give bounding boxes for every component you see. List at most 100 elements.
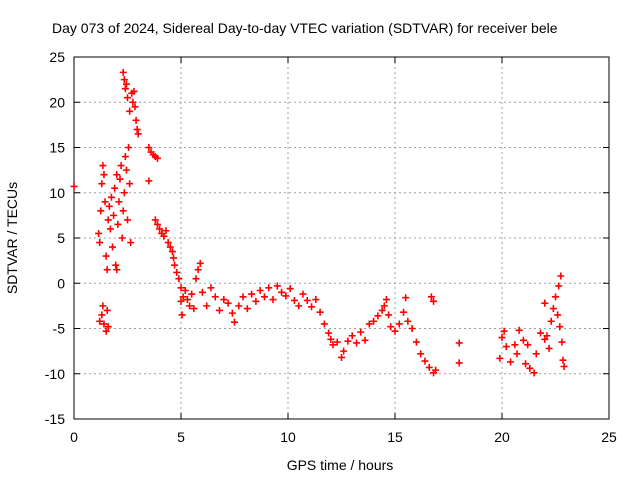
y-tick-label: 20 — [49, 94, 65, 110]
y-axis-title: SDTVAR / TECUs — [4, 182, 20, 294]
data-point — [391, 327, 399, 335]
data-point — [507, 358, 515, 366]
data-point — [515, 326, 523, 334]
data-point — [365, 320, 373, 328]
data-point — [70, 182, 78, 190]
data-point — [552, 293, 559, 301]
data-point — [498, 334, 506, 342]
data-point — [524, 341, 532, 349]
data-point — [95, 229, 103, 237]
data-point — [220, 296, 228, 304]
data-point — [239, 293, 247, 301]
y-tick-label: 10 — [49, 185, 65, 201]
data-point — [145, 144, 153, 151]
data-point — [290, 296, 298, 304]
data-point — [171, 261, 179, 269]
data-point — [194, 266, 202, 274]
data-point — [121, 85, 129, 93]
data-point — [303, 296, 311, 304]
data-point — [117, 162, 125, 170]
data-point — [113, 266, 121, 274]
data-point — [162, 227, 170, 235]
data-point — [131, 103, 139, 111]
data-point — [96, 239, 104, 247]
data-point — [532, 350, 540, 358]
data-point — [173, 268, 181, 276]
data-point — [541, 335, 549, 343]
data-point — [166, 243, 174, 251]
y-tick-label: -5 — [53, 321, 66, 337]
data-point — [513, 350, 521, 358]
data-point — [102, 252, 110, 260]
data-point — [129, 98, 137, 106]
data-points — [70, 68, 568, 377]
data-point — [559, 356, 567, 364]
x-tick-label: 20 — [494, 429, 510, 445]
x-tick-label: 10 — [280, 429, 296, 445]
data-point — [333, 338, 341, 346]
data-point — [107, 193, 115, 201]
data-point — [537, 329, 545, 337]
data-point — [130, 87, 138, 95]
data-point — [425, 363, 433, 371]
data-point — [455, 339, 463, 347]
data-point — [100, 171, 108, 179]
data-point — [530, 369, 538, 377]
data-point — [156, 225, 164, 233]
data-point — [126, 180, 134, 188]
data-point — [543, 332, 551, 340]
data-point — [400, 308, 408, 316]
data-point — [125, 144, 133, 151]
data-point — [404, 317, 412, 325]
data-point — [361, 336, 369, 344]
data-point — [455, 359, 463, 367]
y-tick-label: -10 — [45, 366, 65, 382]
data-point — [299, 290, 307, 298]
data-point — [99, 162, 107, 170]
data-point — [122, 80, 130, 88]
data-point — [164, 239, 172, 247]
data-point — [385, 311, 393, 319]
data-point — [380, 302, 388, 310]
data-point — [151, 216, 159, 224]
data-point — [114, 220, 122, 228]
data-point — [104, 216, 112, 224]
y-tick-label: 0 — [57, 275, 65, 291]
data-point — [102, 327, 110, 335]
data-point — [112, 261, 120, 269]
data-point — [160, 232, 168, 240]
data-point — [329, 341, 337, 349]
data-point — [500, 327, 508, 335]
data-point — [145, 177, 153, 185]
x-tick-label: 15 — [387, 429, 403, 445]
y-tick-label: 5 — [57, 230, 65, 246]
data-point — [101, 198, 109, 206]
data-point — [541, 299, 549, 307]
data-point — [496, 354, 504, 362]
data-point — [196, 259, 204, 267]
data-point — [126, 107, 134, 115]
data-point — [555, 282, 563, 290]
data-point — [320, 320, 328, 328]
data-point — [545, 344, 553, 352]
data-point — [203, 302, 211, 310]
data-point — [198, 288, 206, 296]
data-point — [178, 311, 186, 319]
data-point — [190, 305, 198, 313]
data-point — [122, 166, 130, 174]
data-point — [526, 364, 534, 372]
data-point — [175, 275, 183, 283]
data-point — [183, 296, 191, 304]
data-point — [121, 153, 129, 161]
x-tick-label: 5 — [177, 429, 185, 445]
data-point — [312, 296, 320, 304]
data-point — [124, 94, 131, 102]
data-point — [109, 243, 117, 251]
data-point — [316, 308, 324, 316]
data-point — [98, 311, 106, 319]
data-point — [549, 305, 557, 313]
data-point — [556, 323, 564, 331]
data-point — [554, 311, 562, 319]
data-point — [216, 306, 224, 314]
